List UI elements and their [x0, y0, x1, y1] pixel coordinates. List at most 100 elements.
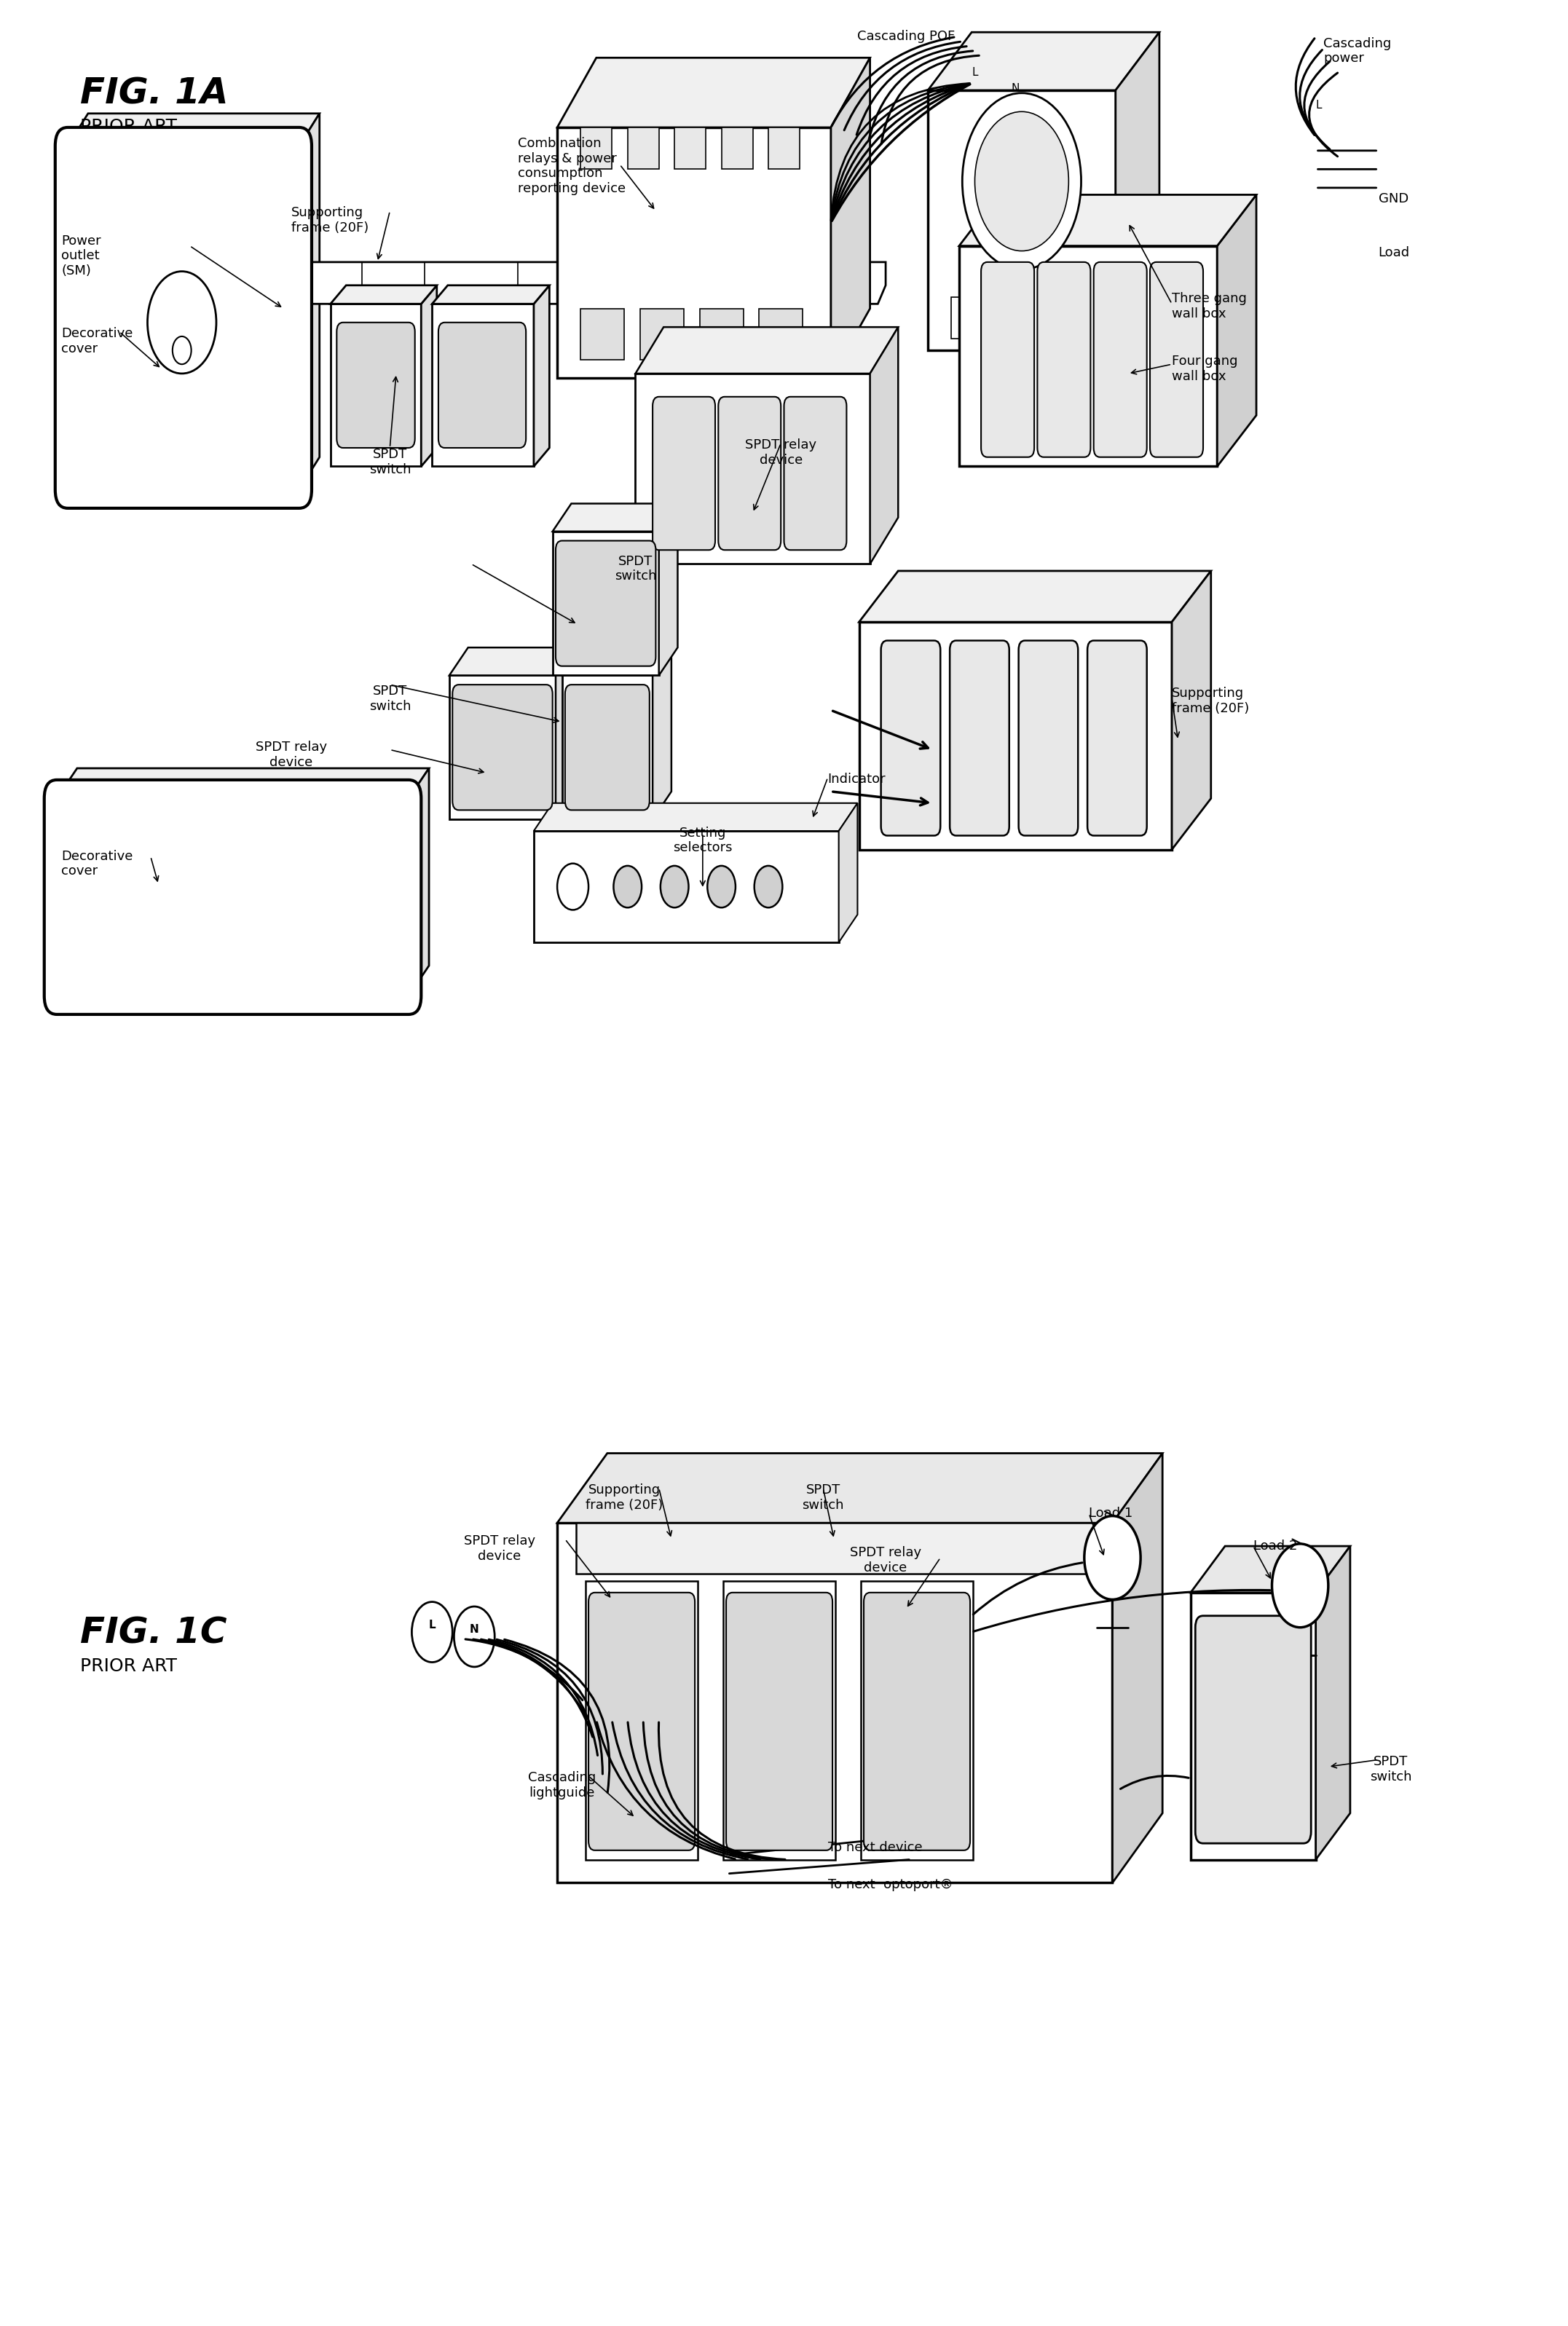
Text: FIG. 1A: FIG. 1A: [80, 77, 229, 112]
Text: Load: Load: [1378, 247, 1410, 258]
Bar: [721, 128, 753, 170]
Polygon shape: [331, 286, 437, 305]
Text: L: L: [1316, 100, 1322, 109]
Bar: [635, 374, 870, 563]
FancyBboxPatch shape: [718, 398, 781, 549]
Circle shape: [557, 863, 588, 909]
Bar: [552, 530, 659, 675]
Polygon shape: [299, 114, 320, 491]
Polygon shape: [533, 802, 858, 830]
Text: SPDT relay
device: SPDT relay device: [464, 1535, 535, 1563]
Circle shape: [147, 272, 216, 374]
Text: Supporting
frame (20F): Supporting frame (20F): [292, 207, 368, 235]
Text: FIG. 1B: FIG. 1B: [80, 842, 227, 877]
Bar: [1002, 298, 1036, 340]
FancyBboxPatch shape: [555, 540, 655, 665]
Polygon shape: [299, 263, 886, 305]
FancyBboxPatch shape: [864, 1593, 971, 1849]
Bar: [723, 1582, 836, 1858]
Text: L: L: [972, 67, 978, 79]
Polygon shape: [870, 328, 898, 563]
Bar: [585, 1582, 698, 1858]
Circle shape: [707, 865, 735, 907]
Bar: [557, 128, 831, 379]
Polygon shape: [1217, 195, 1256, 468]
Text: To next  optoport®: To next optoport®: [828, 1877, 953, 1891]
FancyBboxPatch shape: [1093, 263, 1146, 458]
FancyBboxPatch shape: [881, 640, 941, 835]
Text: SPDT relay
device: SPDT relay device: [256, 740, 328, 768]
Polygon shape: [433, 305, 533, 468]
Bar: [952, 298, 986, 340]
Text: Cascading
power: Cascading power: [1323, 37, 1391, 65]
Polygon shape: [1171, 570, 1210, 849]
Polygon shape: [533, 286, 549, 468]
Text: SPDT relay
device: SPDT relay device: [745, 440, 817, 468]
Circle shape: [660, 865, 688, 907]
FancyBboxPatch shape: [950, 640, 1010, 835]
Bar: [580, 309, 624, 361]
FancyBboxPatch shape: [1195, 1617, 1311, 1842]
Polygon shape: [652, 647, 671, 819]
Bar: [759, 309, 803, 361]
FancyBboxPatch shape: [588, 1593, 695, 1849]
Text: PRIOR ART: PRIOR ART: [80, 119, 177, 135]
Text: Cascading POF: Cascading POF: [858, 30, 955, 42]
Text: Setting
selectors: Setting selectors: [673, 826, 732, 854]
Bar: [557, 1524, 1112, 1882]
FancyBboxPatch shape: [1149, 263, 1203, 458]
FancyBboxPatch shape: [1087, 640, 1146, 835]
Text: SPDT
switch: SPDT switch: [803, 1484, 844, 1512]
Polygon shape: [331, 305, 422, 468]
Text: FIG. 1C: FIG. 1C: [80, 1617, 227, 1651]
Text: Supporting
frame (20F): Supporting frame (20F): [586, 1484, 663, 1512]
Circle shape: [754, 865, 782, 907]
Text: Three gang
wall box: Three gang wall box: [1171, 293, 1247, 321]
Polygon shape: [839, 802, 858, 942]
FancyBboxPatch shape: [55, 128, 312, 507]
Circle shape: [1085, 1517, 1140, 1600]
FancyBboxPatch shape: [44, 779, 422, 1014]
Polygon shape: [552, 502, 677, 530]
Text: N: N: [470, 1624, 478, 1635]
Text: Supporting
frame (20F): Supporting frame (20F): [1171, 686, 1250, 716]
FancyBboxPatch shape: [1019, 640, 1079, 835]
Polygon shape: [409, 768, 430, 996]
Bar: [674, 128, 706, 170]
Text: SPDT
switch: SPDT switch: [1370, 1756, 1411, 1784]
Bar: [1190, 1593, 1316, 1858]
FancyBboxPatch shape: [1038, 263, 1090, 458]
Polygon shape: [557, 1454, 1162, 1524]
Polygon shape: [422, 286, 437, 468]
Text: SPDT relay
device: SPDT relay device: [850, 1547, 922, 1575]
Polygon shape: [555, 647, 574, 819]
Text: To next device: To next device: [828, 1840, 922, 1854]
Bar: [859, 621, 1171, 849]
Polygon shape: [56, 768, 430, 798]
Polygon shape: [67, 114, 320, 147]
Bar: [960, 247, 1217, 468]
FancyBboxPatch shape: [652, 398, 715, 549]
Bar: [699, 309, 743, 361]
Text: Load 2: Load 2: [1253, 1540, 1297, 1551]
Polygon shape: [1316, 1547, 1350, 1858]
Bar: [80, 821, 390, 972]
Bar: [928, 91, 1115, 351]
FancyBboxPatch shape: [337, 323, 416, 449]
Polygon shape: [433, 286, 549, 305]
Polygon shape: [1112, 1454, 1162, 1882]
Text: Power
outlet
(SM): Power outlet (SM): [61, 235, 102, 277]
Polygon shape: [928, 33, 1159, 91]
Circle shape: [613, 865, 641, 907]
Text: Load 1: Load 1: [1088, 1507, 1132, 1519]
FancyBboxPatch shape: [439, 323, 525, 449]
Bar: [88, 177, 279, 461]
FancyBboxPatch shape: [564, 684, 649, 809]
FancyBboxPatch shape: [784, 398, 847, 549]
Text: SPDT
switch: SPDT switch: [368, 684, 411, 714]
Bar: [580, 128, 612, 170]
Circle shape: [172, 337, 191, 365]
Text: SPDT
switch: SPDT switch: [368, 449, 411, 477]
Bar: [627, 128, 659, 170]
Text: Decorative
cover: Decorative cover: [61, 328, 133, 356]
